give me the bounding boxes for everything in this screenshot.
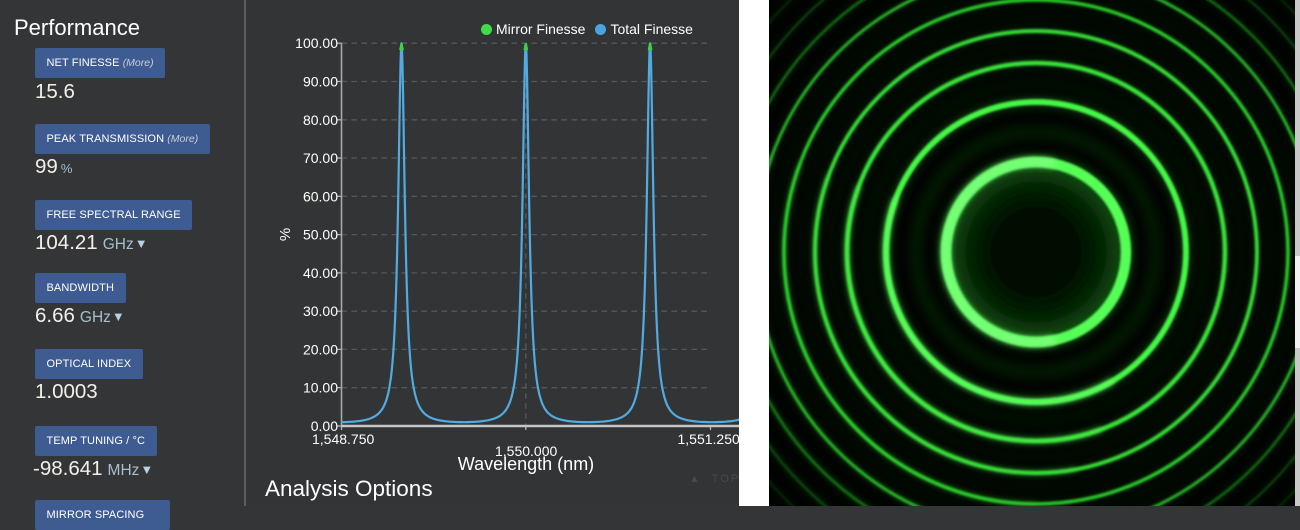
svg-text:90.00: 90.00: [303, 74, 338, 90]
svg-text:40.00: 40.00: [303, 265, 338, 281]
svg-text:50.00: 50.00: [303, 227, 338, 243]
svg-text:0.00: 0.00: [311, 418, 338, 434]
svg-text:20.00: 20.00: [303, 341, 338, 357]
svg-text:80.00: 80.00: [303, 112, 338, 128]
svg-text:70.00: 70.00: [303, 150, 338, 166]
svg-text:100.00: 100.00: [295, 35, 338, 51]
svg-text:10.00: 10.00: [303, 380, 338, 396]
svg-text:60.00: 60.00: [303, 188, 338, 204]
svg-text:30.00: 30.00: [303, 303, 338, 319]
